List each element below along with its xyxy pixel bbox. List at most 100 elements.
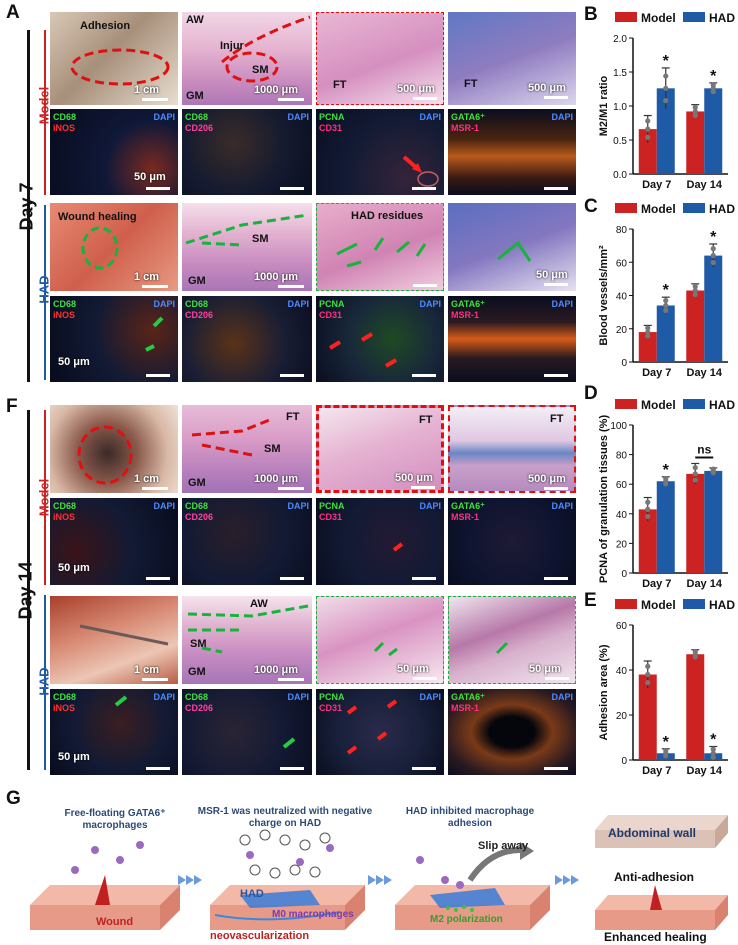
scale-bar [544,487,568,490]
dapi-label: DAPI [551,112,573,122]
day7-had-he-low: SM GM 1000 μm [182,203,312,291]
dapi-label: DAPI [551,692,573,702]
day7-model-masson: FT 500 μm [448,12,576,105]
dapi-label: DAPI [287,112,309,122]
panel-letter-c: C [584,196,598,217]
cd68-label: CD68 [53,501,77,511]
dapi-label: DAPI [419,501,441,511]
aw-label: AW [186,14,204,26]
cd68-label: CD68 [53,692,77,702]
day7-model-photo: Adhesion 1 cm [50,12,178,105]
abdominal-wall-label: Abdominal wall [608,826,697,840]
slip-away-label: Slip away [478,840,529,852]
day14-had-photo: 1 cm [50,596,178,684]
day14-had-if-cd206: CD68 CD206 DAPI [182,689,312,775]
day14-had-if-msr1: GATA6⁺ MSR-1 DAPI [448,689,576,775]
day7-had-photo: Wound healing 1 cm [50,203,178,291]
scale-bar [146,767,170,770]
day7-bracket [27,30,30,382]
day7-model-he-high: FT 500 μm [316,12,444,105]
day7-had-he-high: HAD residues [316,203,444,291]
chevron-icon [178,875,202,885]
scale-label: 1 cm [134,84,160,96]
scale-label: 500 μm [528,82,566,94]
scale-label: 50 μm [529,663,561,675]
day14-had-if-cd31: PCNA CD31 DAPI [316,689,444,775]
scale-label: 50 μm [134,171,166,183]
scale-bar [278,285,304,288]
scale-bar [146,187,170,190]
scale-bar [142,285,168,288]
day14-had-he-high: 50 μm [316,596,444,684]
panel-letter-a: A [6,2,20,23]
scale-bar [413,284,437,287]
day7-model-if-cd206: CD68 CD206 DAPI [182,109,312,195]
gata6-label: GATA6⁺ [451,501,485,511]
msr1-label: MSR-1 [451,123,480,133]
day7-model-if-msr1: GATA6⁺ MSR-1 DAPI [448,109,576,195]
scale-label: 1 cm [134,271,160,283]
scale-bar [280,767,304,770]
sm-label: SM [264,443,281,455]
cd68-label: CD68 [185,299,209,309]
adhesion-label: Adhesion [80,20,131,32]
panel-letter-f: F [6,396,18,417]
panel-letter-e: E [584,590,597,611]
model-bracket-d14 [44,410,46,585]
dapi-label: DAPI [153,501,175,511]
schematic-block-wound [30,875,180,930]
dapi-label: DAPI [153,692,175,702]
chevron-icon [555,875,579,885]
scale-bar [544,374,568,377]
ft-label: FT [286,411,300,423]
day14-had-masson: 50 μm [448,596,576,684]
aw-label: AW [250,598,268,610]
scale-bar [412,374,436,377]
scale-bar [278,487,304,490]
gata6-label: GATA6⁺ [451,299,485,309]
scale-label: 500 μm [528,473,566,485]
ft-label: FT [464,78,478,90]
day7-had-if-cd206: CD68 CD206 DAPI [182,296,312,382]
inos-label: iNOS [53,703,76,713]
step3-title: HAD inhibited macrophage adhesion [405,806,535,829]
scale-bar [146,374,170,377]
had-schematic-label: HAD [240,888,264,900]
chevron-icon [368,875,392,885]
day14-had-if-inos: CD68 iNOS DAPI 50 μm [50,689,178,775]
day14-model-if-inos: CD68 iNOS DAPI 50 μm [50,498,178,585]
sm-label: SM [252,64,269,76]
scale-label: 1000 μm [254,84,299,96]
panel-letter-d: D [584,383,598,404]
dapi-label: DAPI [419,112,441,122]
msr1-label: MSR-1 [451,310,480,320]
inos-label: iNOS [53,123,76,133]
pcna-label: PCNA [319,692,345,702]
msr1-label: MSR-1 [451,703,480,713]
ft-label: FT [333,79,347,91]
cd68-label: CD68 [185,501,209,511]
cd206-label: CD206 [185,310,214,320]
scale-bar [142,487,168,490]
day7-had-if-msr1: GATA6⁺ MSR-1 DAPI [448,296,576,382]
day14-model-he-low: FT SM GM 1000 μm [182,405,312,493]
day7-had-if-cd31: PCNA CD31 DAPI [316,296,444,382]
cd68-label: CD68 [185,692,209,702]
gm-label: GM [186,90,204,102]
day14-model-masson: FT 500 μm [448,405,576,493]
scale-label: 1000 μm [254,473,299,485]
step1-title: Free-floating GATA6⁺ macrophages [64,808,166,831]
anti-adhesion-label: Anti-adhesion [614,870,694,884]
pcna-label: PCNA [319,112,345,122]
cd206-label: CD206 [185,512,214,522]
m2-polarization-label: M2 polarization [430,914,503,925]
scale-bar [412,767,436,770]
had-bracket-d14 [44,595,46,770]
gata6-label: GATA6⁺ [451,112,485,122]
scale-label: 1000 μm [254,664,299,676]
dapi-label: DAPI [551,501,573,511]
sm-label: SM [190,638,207,650]
scale-label: 50 μm [58,751,90,763]
wound-healing-label: Wound healing [58,211,137,223]
